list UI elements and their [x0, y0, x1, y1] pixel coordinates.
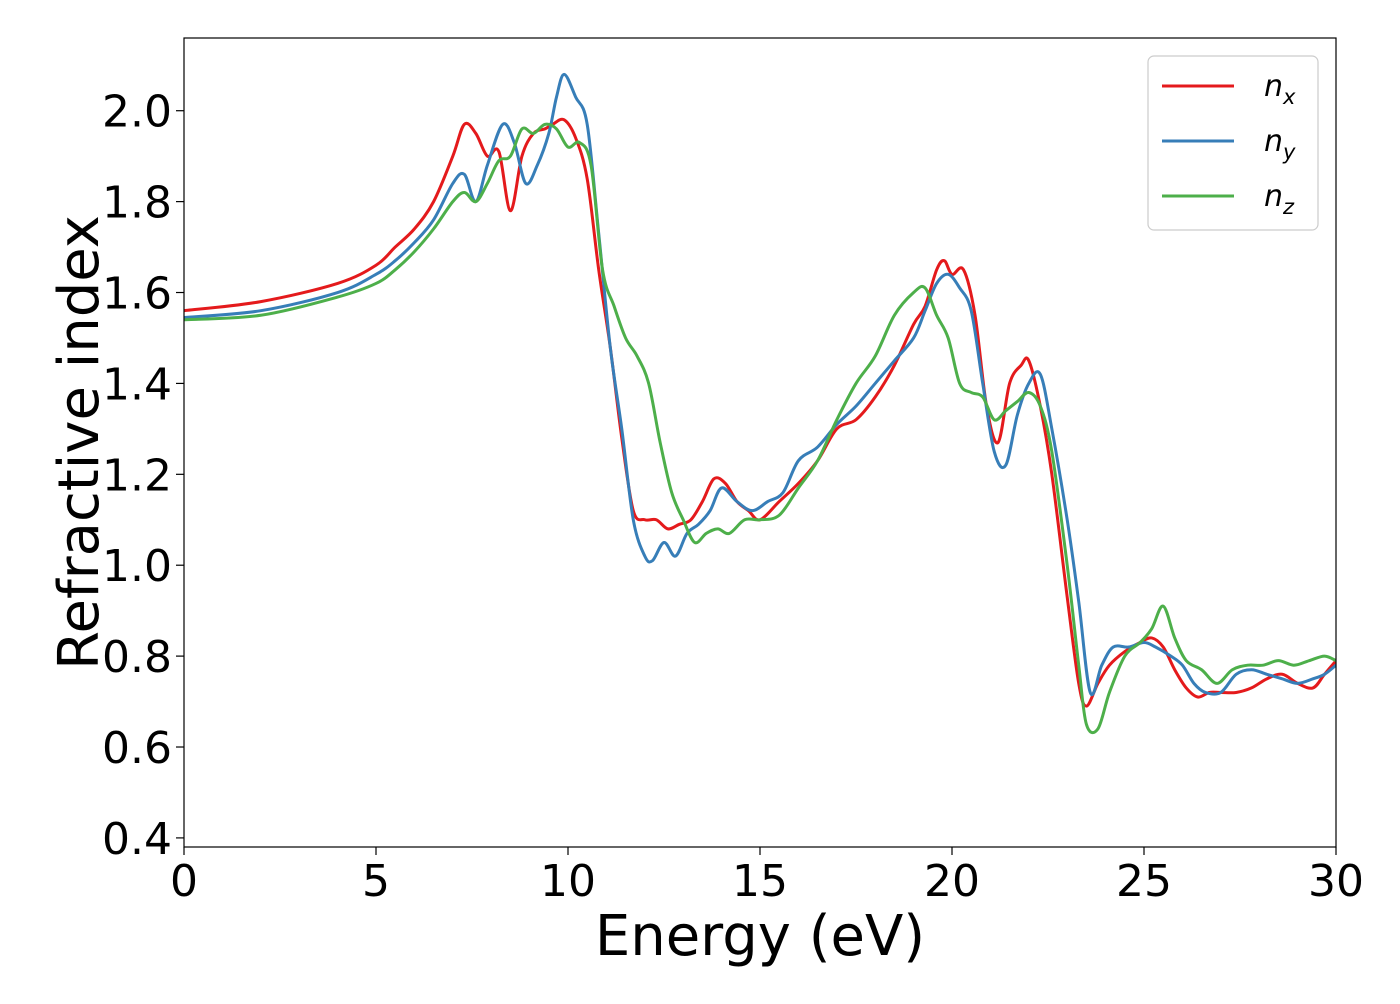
- y-tick-label: 1.8: [102, 178, 172, 229]
- legend-label-subscript: z: [1282, 195, 1295, 219]
- y-tick-label: 1.2: [102, 450, 172, 501]
- legend-label-z: nz: [1264, 179, 1295, 219]
- legend-label-base: n: [1264, 124, 1283, 159]
- y-tick-label: 0.4: [102, 814, 172, 865]
- y-tick-label: 2.0: [102, 87, 172, 138]
- legend-label-x: nx: [1264, 69, 1296, 109]
- x-axis-title: Energy (eV): [595, 904, 925, 969]
- legend-box: [1147, 55, 1319, 231]
- series-line-x: [184, 117, 1336, 708]
- series-layer: [184, 72, 1336, 735]
- x-tick-label: 30: [1308, 856, 1364, 907]
- x-tick-label: 20: [924, 856, 980, 907]
- legend-label-subscript: y: [1282, 140, 1296, 164]
- y-tick-label: 1.0: [102, 541, 172, 592]
- y-tick-label: 1.4: [102, 359, 172, 410]
- y-tick-label: 1.6: [102, 269, 172, 320]
- legend-label-base: n: [1264, 69, 1283, 104]
- legend-label-subscript: x: [1282, 85, 1296, 109]
- x-tick-label: 25: [1116, 856, 1172, 907]
- y-axis-ticks: 0.4 0.6 0.8 1.0 1.2 1.4 1.6 1.8 2.0: [102, 87, 184, 865]
- series-line-y: [184, 72, 1336, 697]
- y-axis-title: Refractive index: [47, 215, 112, 670]
- y-tick-label: 0.6: [102, 723, 172, 774]
- x-axis-ticks: 0 5 10 15 20 25 30: [170, 847, 1364, 907]
- x-tick-label: 5: [362, 856, 390, 907]
- x-tick-label: 10: [540, 856, 596, 907]
- legend-label-base: n: [1264, 179, 1283, 214]
- x-tick-label: 0: [170, 856, 198, 907]
- legend-label-y: ny: [1264, 124, 1296, 164]
- y-tick-label: 0.8: [102, 632, 172, 683]
- x-tick-label: 15: [732, 856, 788, 907]
- series-line-z: [184, 122, 1336, 735]
